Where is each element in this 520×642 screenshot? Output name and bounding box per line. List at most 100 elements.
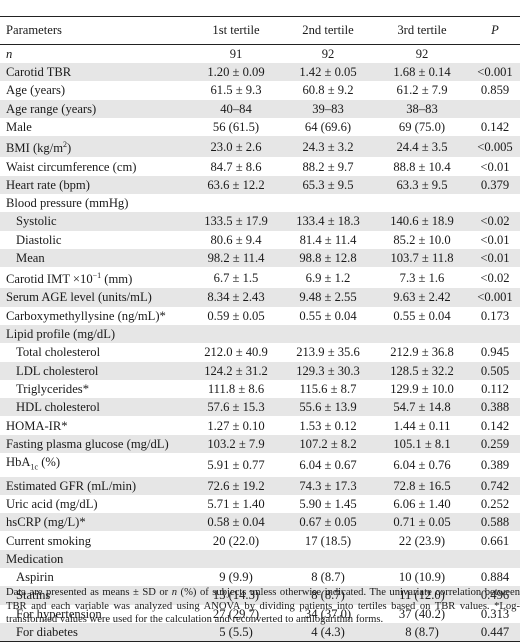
value-tertile-1: 124.2 ± 31.2 [190, 361, 282, 380]
table-row: Serum AGE level (units/mL) 8.34 ± 2.43 9.4… [0, 288, 520, 307]
value-tertile-2: 55.6 ± 13.9 [282, 398, 374, 417]
row-label-text: LDL cholesterol [16, 363, 99, 378]
row-label: hsCRP (mg/L)* [0, 513, 190, 532]
value-tertile-2: 129.3 ± 30.3 [282, 361, 374, 380]
value-tertile-1: 1.27 ± 0.10 [207, 418, 265, 433]
row-label: Fasting plasma glucose (mg/dL) [0, 434, 190, 454]
value-tertile-1: 0.58 ± 0.04 [190, 513, 282, 532]
row-label: Uric acid (mg/dL) [0, 495, 190, 513]
value-tertile-3: 72.8 ± 16.5 [374, 476, 470, 495]
value-tertile-3: 103.7 ± 11.8 [374, 248, 470, 268]
row-label-suffix: (%) [38, 455, 61, 470]
value-tertile-2: 17 (18.5) [304, 533, 352, 548]
value-tertile-2: 39–83 [282, 99, 374, 118]
value-tertile-1: 133.5 ± 17.9 [190, 212, 282, 231]
header-p-value: P [470, 16, 520, 45]
row-label: BMI (kg/m2) [0, 136, 190, 158]
value-tertile-3: 0.55 ± 0.04 [393, 308, 451, 323]
value-tertile-1: 91 [229, 47, 243, 61]
row-label: Mean [0, 248, 190, 268]
value-tertile-3: 9.63 ± 2.42 [374, 288, 470, 307]
value-tertile-2: 0.55 ± 0.04 [299, 308, 357, 323]
row-label-text: HOMA-IR* [6, 418, 68, 433]
value-tertile-2: 9.48 ± 2.55 [282, 288, 374, 307]
value-p: 0.742 [470, 476, 520, 495]
value-tertile-2: 65.3 ± 9.5 [282, 175, 374, 194]
row-label-superscript: −1 [92, 271, 102, 281]
value-p: 0.379 [470, 175, 520, 194]
row-label: Lipid profile (mg/dL) [0, 324, 190, 344]
value-tertile-1: 20 (22.0) [212, 533, 260, 548]
value-tertile-2: 34 (37.0) [304, 606, 352, 621]
value-tertile-2: 0.67 ± 0.05 [282, 513, 374, 532]
value-tertile-1: 111.8 ± 8.6 [207, 381, 265, 396]
value-tertile-3: 140.6 ± 18.9 [374, 212, 470, 231]
row-label-text: Carotid IMT ×10 [6, 272, 93, 287]
value-p: <0.001 [470, 63, 520, 82]
value-tertile-3: 88.8 ± 10.4 [393, 159, 451, 174]
table-row: Fasting plasma glucose (mg/dL) 103.2 ± 7.… [0, 434, 520, 454]
row-label: Triglycerides* [0, 380, 190, 398]
value-tertile-1: 5.71 ± 1.40 [207, 496, 265, 511]
value-tertile-2: 6.9 ± 1.2 [305, 270, 351, 285]
row-label-text: Carotid TBR [6, 65, 72, 80]
value-p [470, 549, 520, 569]
row-label: Statins [0, 586, 190, 605]
value-tertile-3: 85.2 ± 10.0 [393, 232, 451, 247]
row-label-text: Diastolic [16, 232, 62, 247]
value-tertile-3: 1.44 ± 0.11 [393, 418, 451, 433]
value-tertile-3: 69 (75.0) [398, 120, 446, 135]
table-row: BMI (kg/m2) 23.0 ± 2.6 24.3 ± 3.2 24.4 ± 3.… [0, 136, 520, 158]
row-label-text: HDL cholesterol [16, 400, 100, 415]
table-row: LDL cholesterol 124.2 ± 31.2 129.3 ± 30.3 1… [0, 361, 520, 380]
table-row: Diastolic 80.6 ± 9.4 81.4 ± 11.4 85.2 ± 10.… [0, 231, 520, 249]
row-label: Estimated GFR (mL/min) [0, 476, 190, 495]
value-tertile-2: 107.2 ± 8.2 [282, 434, 374, 454]
value-tertile-3 [374, 549, 470, 569]
row-label-suffix: (mm) [101, 272, 133, 287]
row-label: Age (years) [0, 81, 190, 99]
table-row: Age (years) 61.5 ± 9.3 60.8 ± 9.2 61.2 ± 7.… [0, 81, 520, 99]
value-tertile-3: 11 (12.0) [374, 586, 470, 605]
value-tertile-2: 92 [321, 47, 335, 61]
value-tertile-1: 9 (9.9) [219, 570, 253, 585]
value-tertile-2: 115.6 ± 8.7 [299, 381, 357, 396]
table-row: Age range (years) 40–84 39–83 38–83 [0, 99, 520, 118]
value-p: 0.142 [480, 120, 510, 135]
row-label: Carotid TBR [0, 63, 190, 82]
row-label-text: HbA [6, 455, 31, 470]
table-row: HOMA-IR* 1.27 ± 0.10 1.53 ± 0.12 1.44 ± 0.1… [0, 416, 520, 434]
value-p: 0.173 [480, 308, 510, 323]
row-label: Carotid IMT ×10−1 (mm) [0, 267, 190, 288]
value-tertile-1: 61.5 ± 9.3 [210, 83, 262, 98]
header-tertile-1: 1st tertile [190, 16, 282, 45]
row-label-text: For hypertension [16, 606, 102, 621]
value-tertile-2: 8 (8.7) [282, 586, 374, 605]
value-tertile-3: 38–83 [374, 99, 470, 118]
row-label-text: Blood pressure (mmHg) [6, 196, 129, 211]
row-label: For hypertension [0, 605, 190, 623]
value-tertile-2 [282, 194, 374, 212]
footnote-part-1: Data are presented as means ± SD or [6, 587, 172, 598]
value-tertile-3: 92 [415, 47, 429, 61]
value-tertile-3: 7.3 ± 1.6 [399, 270, 445, 285]
row-label: Diastolic [0, 231, 190, 249]
value-tertile-2: 24.3 ± 3.2 [282, 136, 374, 158]
row-label-text: n [6, 47, 13, 61]
value-tertile-3: 54.7 ± 14.8 [374, 398, 470, 417]
value-tertile-1: 6.7 ± 1.5 [213, 270, 259, 285]
value-tertile-2 [282, 324, 374, 344]
row-label-text: Medication [6, 551, 64, 566]
value-tertile-1: 56 (61.5) [212, 120, 260, 135]
row-label-text: Waist circumference (cm) [6, 159, 137, 174]
row-label-text: Current smoking [6, 533, 92, 548]
value-p: <0.01 [480, 159, 510, 174]
value-p [470, 99, 520, 118]
row-label: Heart rate (bpm) [0, 175, 190, 194]
value-tertile-2: 60.8 ± 9.2 [302, 83, 354, 98]
value-tertile-2: 5.90 ± 1.45 [299, 496, 357, 511]
value-tertile-1: 98.2 ± 11.4 [190, 248, 282, 268]
table-row: Heart rate (bpm) 63.6 ± 12.2 65.3 ± 9.5 63.… [0, 175, 520, 194]
value-tertile-1: 8.34 ± 2.43 [190, 288, 282, 307]
